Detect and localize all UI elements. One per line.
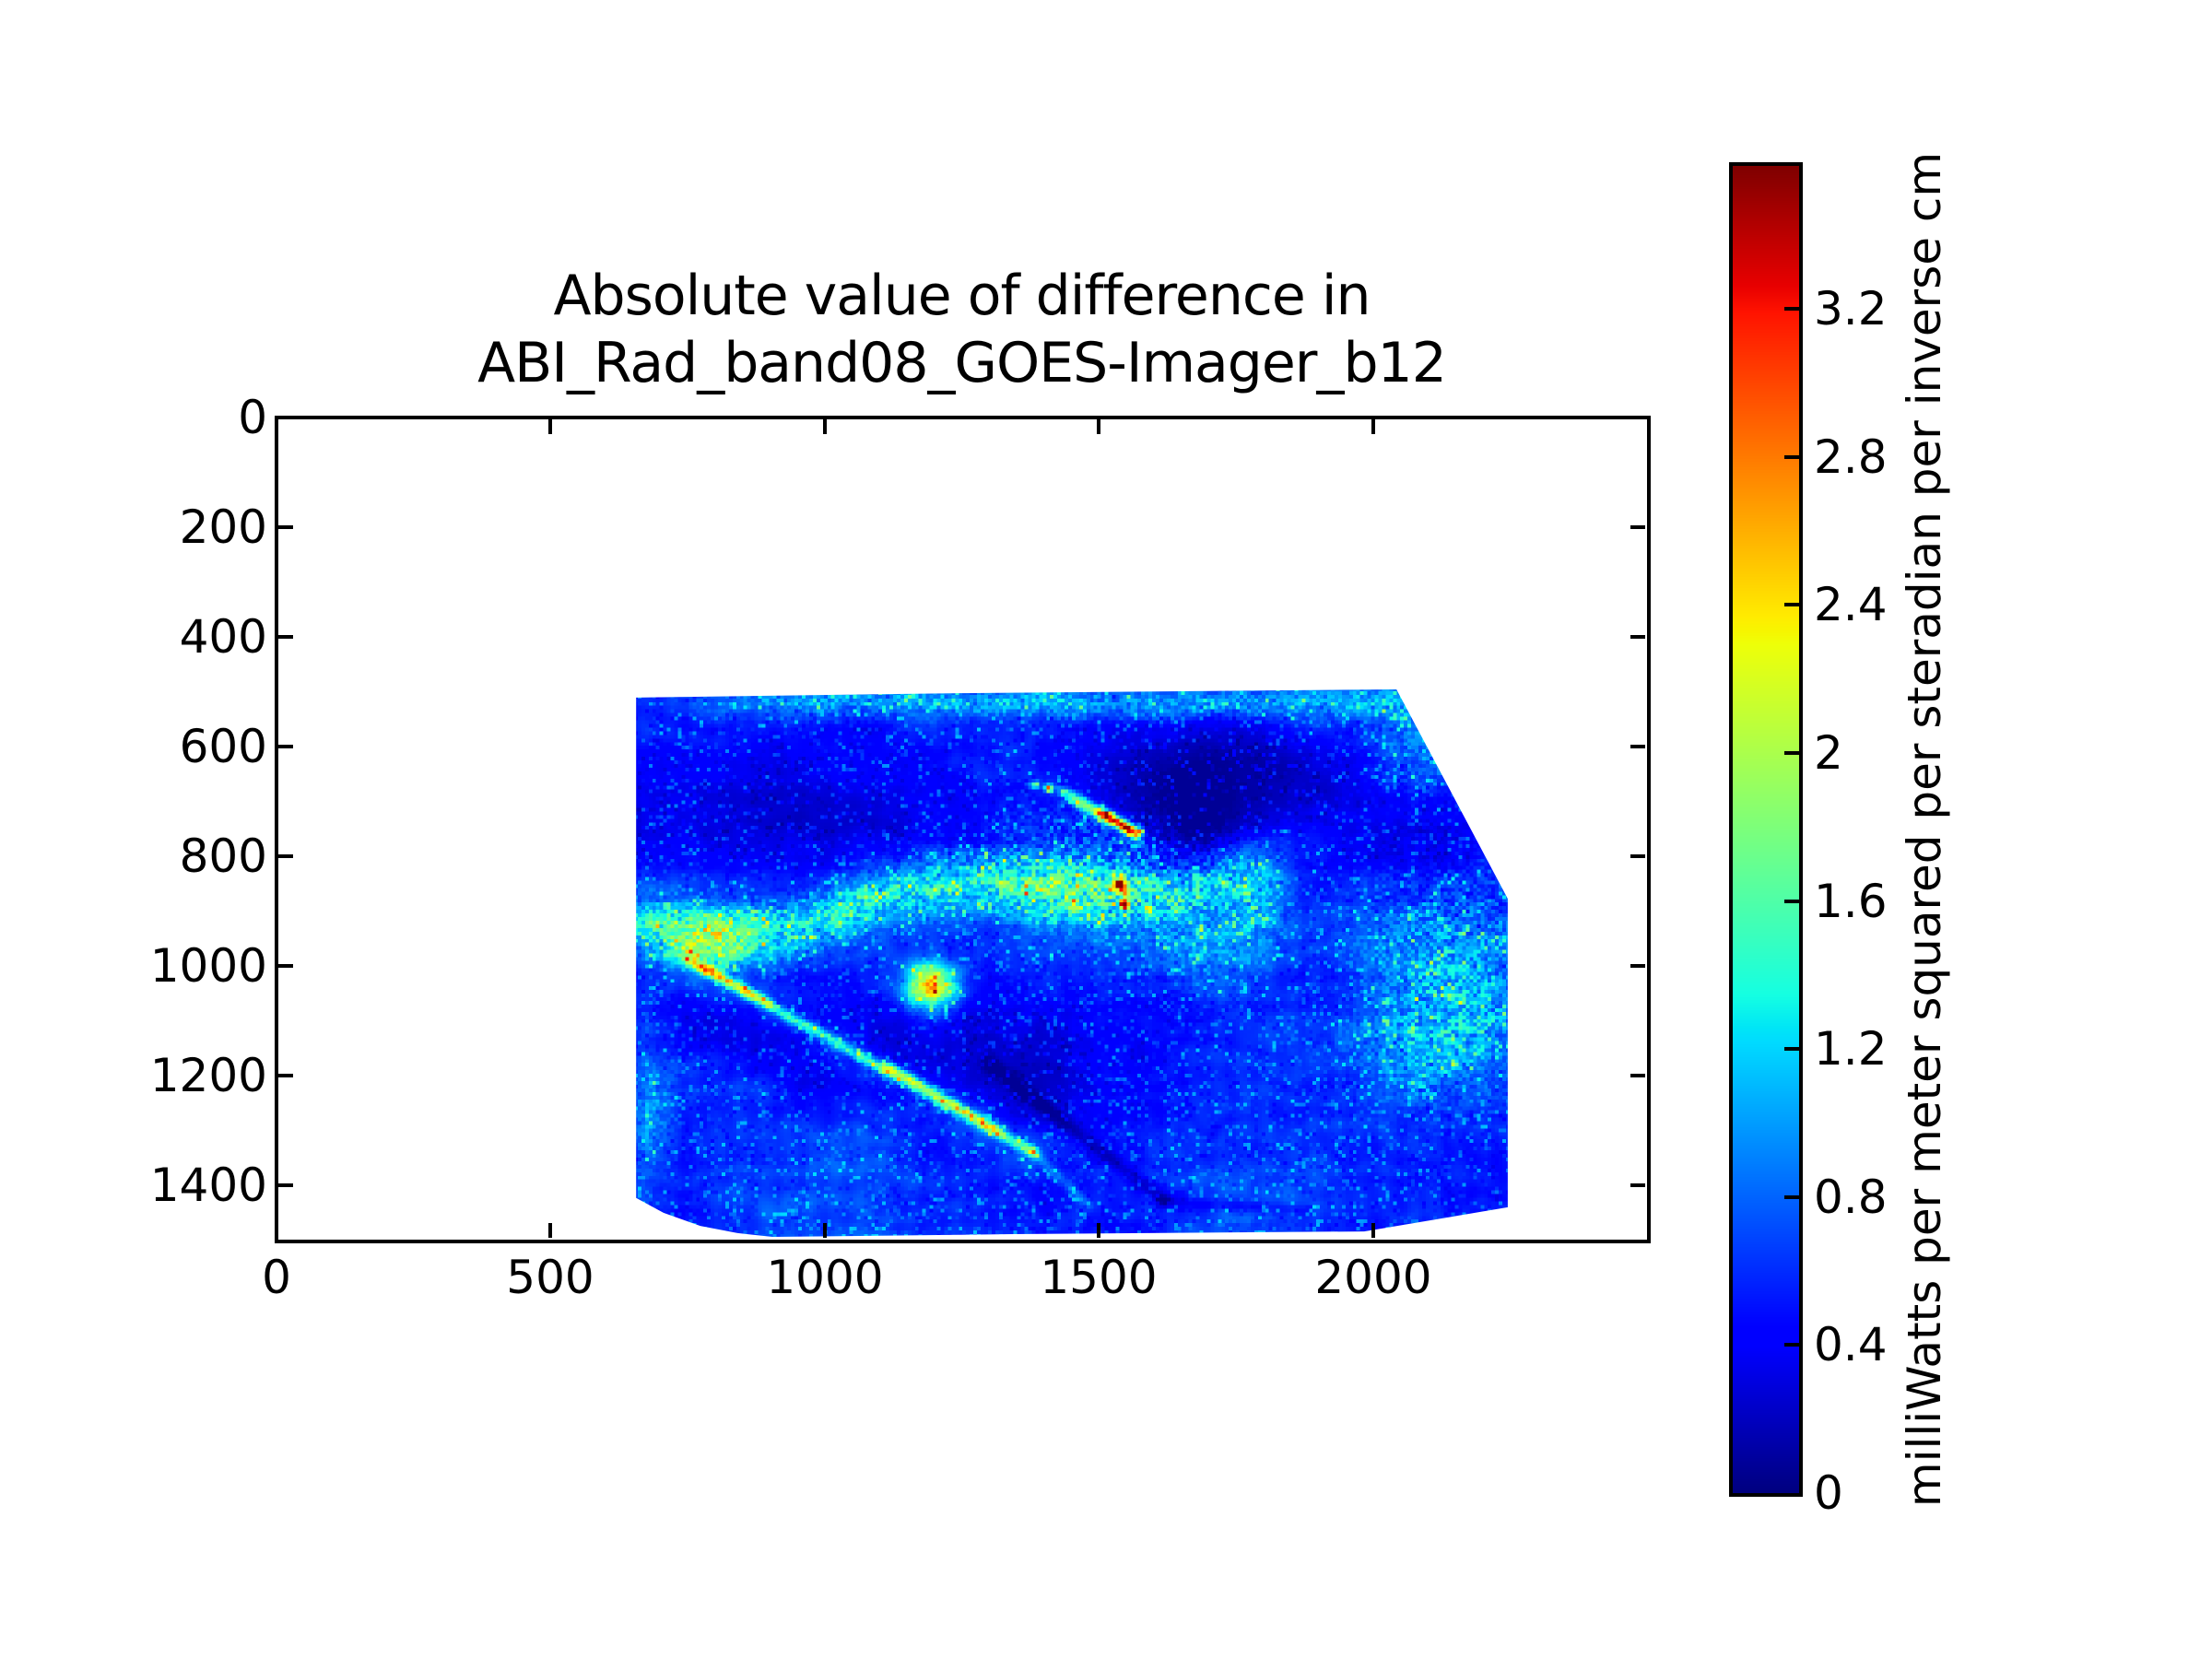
colorbar-tick-mark [1784, 603, 1799, 607]
tick-mark [1371, 1223, 1375, 1238]
colorbar-tick-label-2: 2 [1814, 726, 1843, 780]
tick-mark [1630, 1182, 1645, 1187]
colorbar-tick-mark [1784, 899, 1799, 903]
colorbar-tick-mark [1784, 750, 1799, 755]
colorbar-tick-mark [1784, 307, 1799, 311]
y-tick-label-0: 0 [238, 391, 267, 444]
y-tick-label-600: 600 [179, 720, 267, 773]
y-tick-label-800: 800 [179, 830, 267, 883]
plot-title-line1: Absolute value of difference in [553, 264, 1371, 328]
tick-mark [278, 963, 293, 968]
tick-mark [548, 419, 553, 434]
tick-mark [1630, 524, 1645, 529]
colorbar-tick-label-0.4: 0.4 [1814, 1318, 1888, 1371]
x-tick-label-2000: 2000 [1314, 1251, 1432, 1304]
y-tick-label-1000: 1000 [149, 939, 267, 993]
tick-mark [278, 524, 293, 529]
colorbar [1729, 162, 1803, 1497]
y-tick-label-1400: 1400 [149, 1159, 267, 1212]
tick-mark [822, 1223, 827, 1238]
y-tick-label-1200: 1200 [149, 1049, 267, 1102]
tick-mark [548, 1223, 553, 1238]
tick-mark [822, 419, 827, 434]
colorbar-tick-label-2.4: 2.4 [1814, 578, 1888, 631]
tick-mark [1630, 744, 1645, 748]
x-tick-label-1000: 1000 [766, 1251, 884, 1304]
tick-mark [278, 853, 293, 858]
tick-mark [278, 416, 293, 419]
x-tick-label-1500: 1500 [1040, 1251, 1158, 1304]
colorbar-axis-label: milliWatts per meter squared per steradi… [1898, 151, 1951, 1508]
tick-mark [278, 634, 293, 639]
plot-axes-frame [275, 416, 1651, 1243]
y-tick-label-400: 400 [179, 610, 267, 664]
colorbar-gradient [1733, 166, 1799, 1493]
tick-mark [1097, 1223, 1101, 1238]
colorbar-tick-label-0.8: 0.8 [1814, 1171, 1888, 1224]
y-tick-label-200: 200 [179, 500, 267, 554]
tick-mark [1630, 416, 1645, 419]
colorbar-tick-mark [1784, 1194, 1799, 1199]
colorbar-tick-label-0: 0 [1814, 1466, 1843, 1520]
x-tick-label-0: 0 [262, 1251, 291, 1304]
tick-mark [1097, 419, 1101, 434]
colorbar-tick-label-1.2: 1.2 [1814, 1022, 1888, 1076]
colorbar-tick-label-2.8: 2.8 [1814, 430, 1888, 484]
tick-mark [1630, 853, 1645, 858]
colorbar-tick-label-1.6: 1.6 [1814, 875, 1888, 928]
colorbar-tick-mark [1784, 1047, 1799, 1052]
tick-mark [275, 419, 278, 434]
tick-mark [1371, 419, 1375, 434]
tick-mark [278, 1182, 293, 1187]
tick-mark [1630, 1073, 1645, 1077]
tick-mark [1630, 963, 1645, 968]
tick-mark [278, 744, 293, 748]
colorbar-tick-mark [1784, 1343, 1799, 1347]
colorbar-tick-label-3.2: 3.2 [1814, 282, 1888, 335]
tick-mark [275, 1223, 278, 1238]
tick-mark [278, 1073, 293, 1077]
tick-mark [1630, 634, 1645, 639]
x-tick-label-500: 500 [506, 1251, 594, 1304]
plot-title-line2: ABI_Rad_band08_GOES-Imager_b12 [477, 331, 1447, 395]
plot-title: Absolute value of difference in ABI_Rad_… [276, 263, 1647, 397]
colorbar-tick-mark [1784, 454, 1799, 459]
heatmap-image [636, 688, 1508, 1238]
